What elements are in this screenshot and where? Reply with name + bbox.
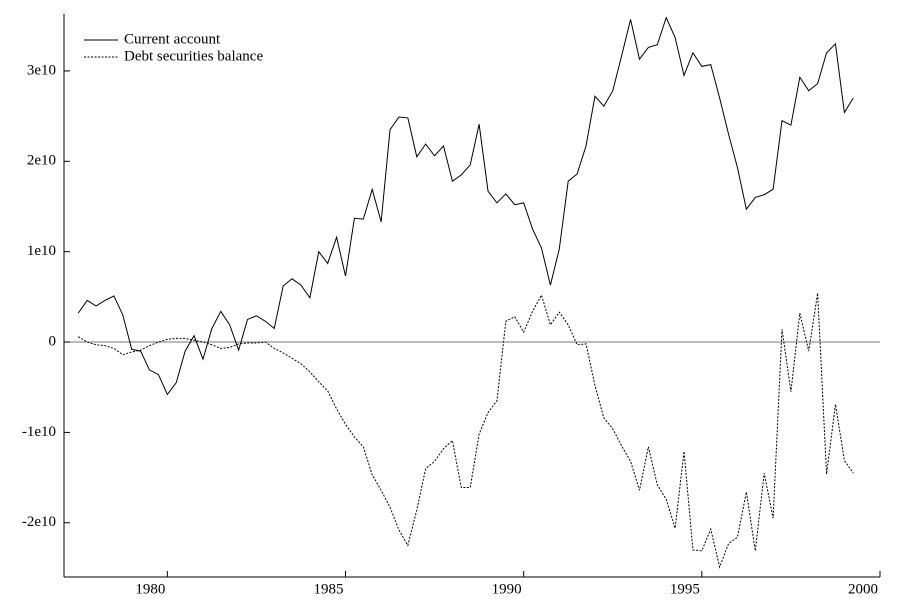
series-line [77, 16, 854, 396]
y-tick-label: 3e10 [27, 62, 56, 78]
x-tick-label: 1990 [492, 581, 522, 597]
x-tick-label: 2000 [848, 581, 878, 597]
x-tick-label: 1995 [670, 581, 700, 597]
y-tick-label: 1e10 [27, 243, 56, 259]
legend-label: Current account [124, 31, 221, 47]
series-line [77, 293, 854, 569]
legend-label: Debt securities balance [124, 48, 263, 64]
x-tick-label: 1985 [314, 581, 344, 597]
x-tick-label: 1980 [135, 581, 165, 597]
y-tick-label: 0 [49, 333, 57, 349]
y-tick-label: -2e10 [22, 514, 56, 530]
y-tick-label: -1e10 [22, 424, 56, 440]
y-tick-label: 2e10 [27, 153, 56, 169]
